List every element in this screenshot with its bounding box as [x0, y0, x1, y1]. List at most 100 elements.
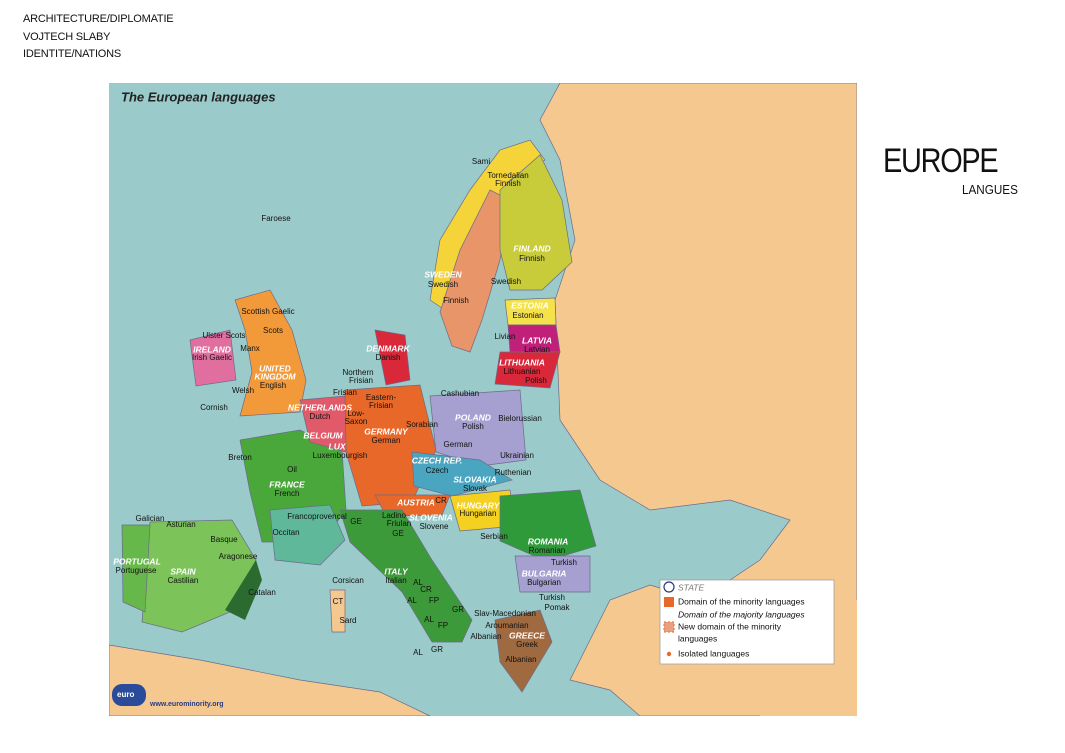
language-label: Ulster Scots: [202, 331, 245, 340]
language-label: Frisian: [349, 376, 373, 385]
region: [225, 560, 262, 620]
language-label: Scots: [263, 326, 283, 335]
language-label: CR: [435, 496, 447, 505]
language-label: Slovak: [463, 484, 488, 493]
language-label: FP: [438, 621, 448, 630]
region: [494, 351, 561, 389]
country-label: IRELAND: [193, 344, 231, 354]
language-label: Eastern-: [366, 393, 397, 402]
header-line: ARCHITECTURE/DIPLOMATIE: [23, 13, 174, 25]
language-label: Dutch: [310, 412, 331, 421]
region: [339, 509, 473, 643]
language-label: Livian: [495, 332, 516, 341]
language-label: English: [260, 381, 286, 390]
legend-item: New domain of the minority: [678, 621, 782, 631]
language-label: Slav-Macedonian: [474, 609, 536, 618]
language-label: Catalan: [248, 588, 276, 597]
legend-swatch: [663, 621, 675, 633]
legend-item: languages: [678, 633, 717, 643]
heading-title: EUROPE: [883, 142, 999, 180]
language-label: German: [444, 440, 473, 449]
language-label: Latvian: [524, 345, 550, 354]
language-label: Bielorussian: [498, 414, 542, 423]
language-label: AL: [407, 596, 417, 605]
header-line: IDENTITE/NATIONS: [23, 48, 122, 60]
language-label: Albanian: [470, 632, 501, 641]
language-label: Asturian: [166, 520, 195, 529]
country-label: FRANCE: [269, 479, 305, 489]
language-label: Low-: [347, 409, 365, 418]
language-label: Aroumanian: [485, 621, 528, 630]
logo: [112, 684, 146, 706]
language-label: Finnish: [519, 254, 545, 263]
country-label: BULGARIA: [522, 568, 567, 578]
language-label: AL: [424, 615, 434, 624]
country-label: SLOVENIA: [409, 512, 452, 522]
language-label: Slovene: [420, 522, 449, 531]
language-label: Romanian: [529, 546, 565, 555]
country-label: LATVIA: [522, 335, 552, 345]
language-label: Northern: [342, 368, 373, 377]
country-label: DENMARK: [366, 343, 410, 353]
country-label: BELGIUM: [303, 430, 343, 440]
region: [439, 189, 511, 353]
country-label: HUNGARY: [457, 500, 501, 510]
legend-item: Domain of the majority languages: [678, 609, 805, 619]
language-label: Manx: [240, 344, 260, 353]
language-label: Sami: [472, 157, 490, 166]
legend-box: [659, 579, 835, 665]
language-label: Scottish Gaelic: [241, 307, 294, 316]
language-label: FP: [429, 596, 439, 605]
language-label: Portuguese: [116, 566, 157, 575]
region: [234, 289, 307, 417]
language-label: Bulgarian: [527, 578, 561, 587]
legend-item: Isolated languages: [678, 648, 749, 658]
language-label: Welsh: [232, 386, 254, 395]
country-label: AUSTRIA: [396, 497, 435, 507]
language-label: Italian: [385, 576, 406, 585]
language-label: Galician: [136, 514, 165, 523]
language-label: Finnish: [495, 179, 521, 188]
language-label: GR: [452, 605, 464, 614]
region: [121, 524, 151, 613]
country-label: GERMANY: [364, 426, 409, 436]
language-label: Polish: [462, 422, 484, 431]
logo-text: euro: [117, 690, 134, 699]
language-label: GE: [392, 529, 404, 538]
language-label: Luxembourgish: [313, 451, 368, 460]
country-label: SPAIN: [170, 566, 196, 576]
language-label: Ruthenian: [495, 468, 531, 477]
region: [499, 154, 573, 291]
country-label: CZECH REP.: [412, 455, 462, 465]
language-label: Lithuanian: [504, 367, 541, 376]
region: [411, 451, 513, 497]
language-label: Swedish: [428, 280, 458, 289]
language-label: Saxon: [345, 417, 368, 426]
country-label: SWEDEN: [424, 269, 462, 279]
language-label: Frisian: [369, 401, 393, 410]
language-label: Finnish: [443, 296, 469, 305]
country-label: LUX: [329, 441, 347, 451]
language-label: Oil: [287, 465, 297, 474]
legend-item: Domain of the minority languages: [678, 596, 805, 606]
language-label: Occitan: [272, 528, 299, 537]
region: [374, 329, 411, 386]
language-label: Friulan: [387, 519, 411, 528]
language-label: Czech: [426, 466, 449, 475]
country-label: PORTUGAL: [113, 556, 161, 566]
language-label: CR: [420, 585, 432, 594]
country-label: UNITED: [259, 363, 291, 373]
region: [429, 389, 527, 467]
country-label: LITHUANIA: [499, 357, 545, 367]
region: [494, 609, 553, 693]
language-label: Serbian: [480, 532, 508, 541]
region: [299, 395, 347, 453]
language-label: Polish: [525, 376, 547, 385]
language-label: Sorabian: [406, 420, 438, 429]
legend-state-swatch: [663, 581, 675, 593]
credit: www.eurominority.org: [149, 701, 224, 708]
country-label: GREECE: [509, 630, 545, 640]
language-label: Hungarian: [460, 509, 497, 518]
country-label: ITALY: [384, 566, 409, 576]
